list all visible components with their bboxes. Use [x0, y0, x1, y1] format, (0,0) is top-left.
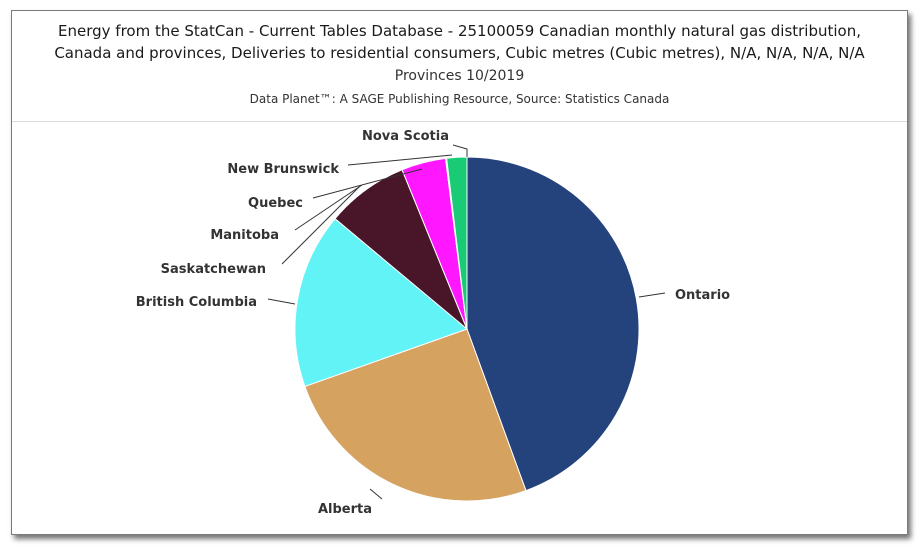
connector-alberta	[369, 488, 383, 500]
pie-label-saskatchewan: Saskatchewan	[161, 262, 266, 277]
connector-ontario	[638, 292, 666, 298]
pie-label-nova-scotia: Nova Scotia	[362, 129, 449, 144]
chart-frame: Energy from the StatCan - Current Tables…	[11, 10, 908, 535]
connector-manitoba	[294, 184, 363, 231]
pie-label-manitoba: Manitoba	[210, 228, 279, 243]
chart-subtitle: Provinces 10/2019	[394, 68, 525, 84]
connector-nova-scotia	[452, 144, 468, 157]
pie-label-alberta: Alberta	[318, 502, 372, 517]
chart-title: Energy from the StatCan - Current Tables…	[54, 22, 865, 62]
pie-label-british-columbia: British Columbia	[136, 295, 257, 310]
pie-label-quebec: Quebec	[248, 196, 303, 211]
pie-slice-british-columbia[interactable]	[294, 217, 468, 388]
chart-header: Energy from the StatCan - Current Tables…	[12, 11, 907, 122]
pie-slice-alberta[interactable]	[304, 328, 527, 502]
pie-connectors	[267, 144, 666, 500]
connector-saskatchewan	[281, 185, 361, 265]
pie-labels: Ontario Alberta British Columbia Saskatchew…	[136, 129, 730, 517]
connector-quebec	[312, 168, 423, 199]
chart-source: Data Planet™: A SAGE Publishing Resource…	[249, 92, 670, 106]
pie-label-new-brunswick: New Brunswick	[227, 162, 339, 177]
pie-chart: Ontario Alberta British Columbia Saskatchew…	[136, 129, 730, 517]
connector-british-columbia	[267, 298, 296, 305]
pie-slices	[294, 156, 640, 502]
pie-label-ontario: Ontario	[675, 288, 730, 303]
connector-new-brunswick	[347, 154, 453, 166]
pie-slice-ontario[interactable]	[466, 156, 640, 492]
